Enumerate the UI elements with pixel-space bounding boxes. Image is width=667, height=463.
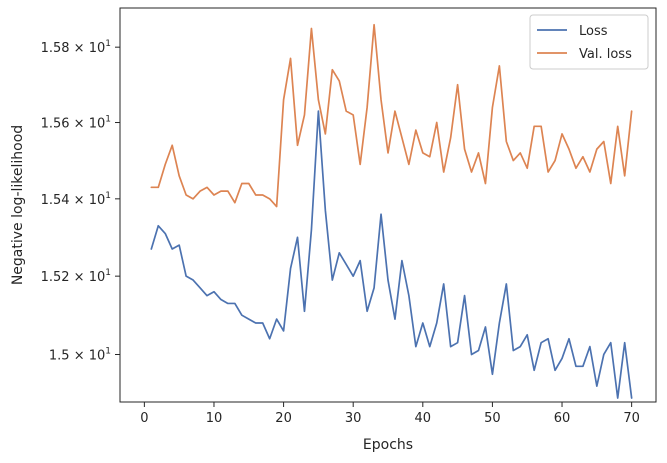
x-tick-label: 20 <box>275 411 292 426</box>
y-tick-label: 1.52 × 101 <box>41 268 111 285</box>
x-axis: 0 10 20 30 40 50 60 70 <box>140 402 640 426</box>
series-layer <box>150 23 633 399</box>
series-line-val-loss <box>150 23 633 208</box>
y-tick-label: 1.54 × 101 <box>41 191 111 208</box>
x-tick-label: 40 <box>415 411 432 426</box>
x-tick-label: 70 <box>623 411 640 426</box>
x-tick-label: 10 <box>206 411 223 426</box>
x-tick-label: 60 <box>554 411 571 426</box>
x-axis-label: Epochs <box>363 437 413 453</box>
x-tick-label: 30 <box>345 411 362 426</box>
y-tick-label: 1.58 × 101 <box>41 39 111 56</box>
y-axis: 1.5 × 101 1.52 × 101 1.54 × 101 1.56 × 101 1… <box>41 39 120 363</box>
y-axis-label: Negative log-likelihood <box>10 125 26 285</box>
x-tick-label: 50 <box>484 411 501 426</box>
plot-frame <box>119 7 657 403</box>
legend-box <box>529 14 649 70</box>
y-tick-label: 1.5 × 101 <box>49 346 111 363</box>
x-tick-label: 0 <box>140 411 148 426</box>
legend-label-loss: Loss <box>579 24 608 39</box>
legend: Loss Val. loss <box>529 14 649 70</box>
y-tick-label: 1.56 × 101 <box>41 115 111 132</box>
legend-label-val-loss: Val. loss <box>579 47 632 62</box>
series-line-loss <box>150 110 633 399</box>
